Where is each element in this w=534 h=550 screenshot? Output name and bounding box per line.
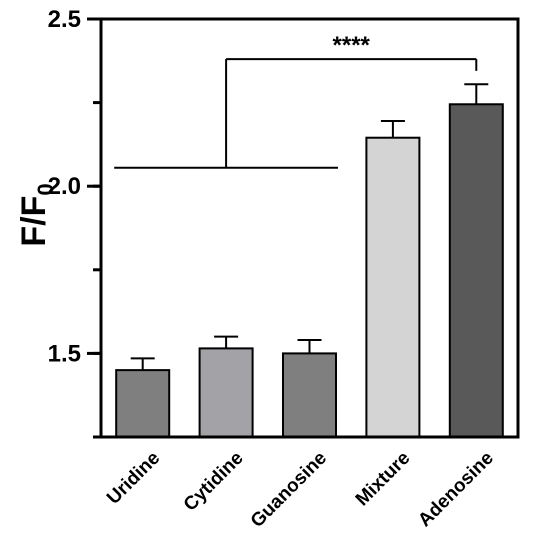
y-tick-label: 2.0 [48,173,81,200]
bar-mixture [365,136,421,438]
y-axis-title-subscript: 0 [33,183,58,195]
x-tick-label: Guanosine [247,448,331,532]
y-axis-title: F/F0 [15,183,58,246]
x-tick-label: Adenosine [414,448,498,532]
y-tick-label: 1.5 [48,340,81,367]
error-bars-group [130,83,489,371]
bar-cytidine [198,347,254,438]
x-tick-label: Mixture [352,448,415,511]
bar-guanosine [282,352,337,438]
y-axis-ticks: 1.5 2.0 2.5 [48,6,101,439]
significance-label: **** [333,32,371,59]
bars-group [115,103,504,438]
bar-uridine [115,369,171,438]
y-axis-title-main: F/F [15,196,53,247]
y-tick-label: 2.5 [48,6,81,33]
x-tick-label: Cytidine [180,448,248,516]
plot-frame [99,17,520,439]
bar-adenosine [448,103,504,438]
significance-group: **** [114,32,478,169]
x-axis-labels: Uridine Cytidine Guanosine Mixture Adenosine [103,448,498,532]
x-tick-label: Uridine [103,448,164,509]
plot-border [99,17,520,439]
